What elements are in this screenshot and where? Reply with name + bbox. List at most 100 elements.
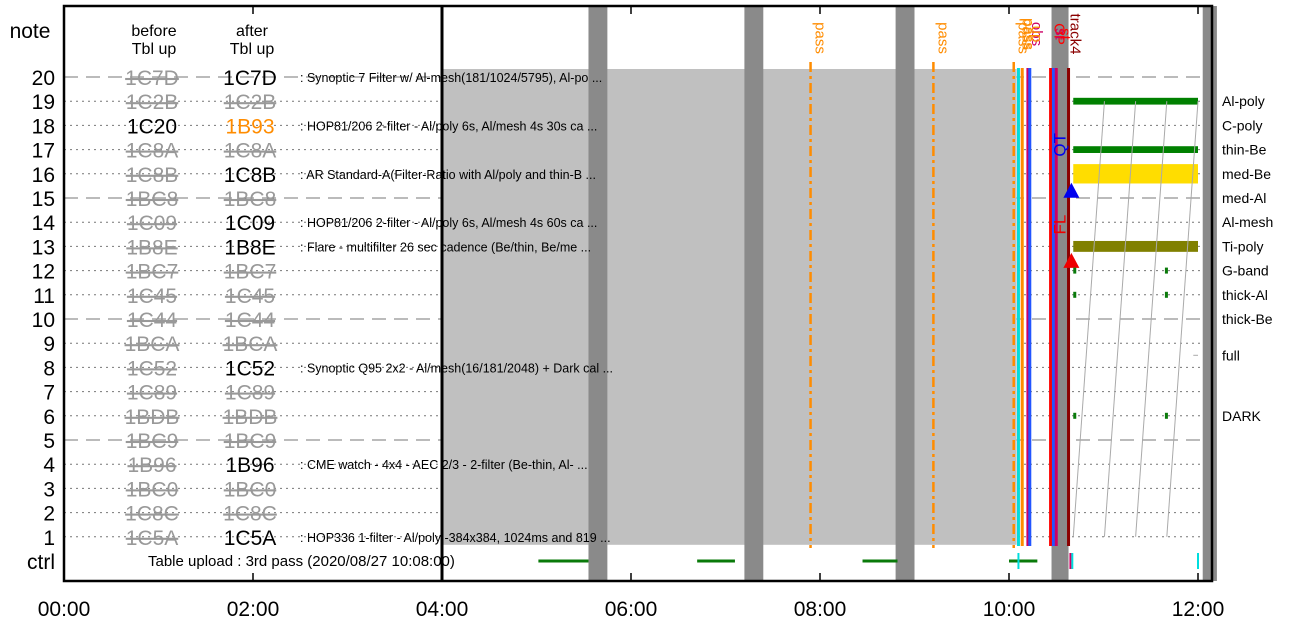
before-code: 1B96 [127,454,176,477]
filter-label: Al-poly [1222,93,1265,109]
sweep-line [1166,101,1199,537]
row-number: 5 [43,430,55,453]
event-label: OP [1051,23,1068,45]
x-tick-label: 04:00 [416,598,469,621]
after-code: 1C8A [224,140,277,163]
filter-label: med-Be [1222,166,1271,182]
before-code: 1C8A [126,140,179,163]
filter-tick [1073,412,1077,419]
sweep-line [1103,101,1137,537]
before-code: 1BDB [125,406,180,429]
after-code: 1BC0 [224,478,277,501]
before-code: 1BC8 [126,188,179,211]
filter-label: C-poly [1222,117,1262,133]
pass-label: pass [934,22,951,54]
before-code: 1C8C [125,503,179,526]
gray-blocks [440,6,1217,581]
pass-label: pass [1015,22,1032,54]
filter-label: Ti-poly [1222,238,1264,254]
after-code: 1BCA [223,333,278,356]
after-code: 1C8B [224,164,277,187]
row-number: 7 [43,382,55,405]
row-description: : Synoptic 7 Filter w/ Al-mesh(181/1024/… [300,71,602,85]
filter-label: full [1222,347,1240,363]
filter-bar [1073,240,1198,252]
filter-tick [1073,291,1077,298]
after-header: after [236,23,269,40]
filter-bar [1073,164,1198,184]
row-number: 11 [33,285,55,308]
gray-bar [588,6,608,581]
after-code: 1C89 [225,382,275,405]
row-number: 2 [43,503,55,526]
row-description: : Synoptic Q95 2x2 - Al/mesh(16/181/2048… [300,361,613,375]
event-label: track4 [1067,14,1084,55]
row-description: : AR Standard-A(Filter-Ratio with Al/pol… [300,168,596,182]
row-number: 4 [43,454,55,477]
event-label: obs [1028,22,1045,46]
row-number: 9 [43,333,55,356]
before-header: before [131,23,176,40]
after-code: 1C2B [224,91,277,114]
event-label: pass [1018,18,1035,50]
row-number: 8 [43,357,55,380]
row-number: 14 [32,212,56,235]
x-tick-label: 02:00 [227,598,280,621]
gray-bar [744,6,764,581]
gray-block [442,69,1017,545]
row-description: : HOP81/206 2-filter - Al/poly 6s, Al/me… [300,216,597,230]
x-tick-label: 00:00 [38,598,91,621]
row-number: 10 [32,309,55,332]
before-code: 1C8B [126,164,179,187]
row-description: : Flare - multifilter 26 sec cadence (Be… [300,240,591,254]
sweep-line [1072,101,1105,537]
event-label: st [1056,28,1073,41]
before-code: 1BC0 [126,478,179,501]
row-number: 16 [32,164,55,187]
before-code: 1C20 [127,115,177,138]
marker-label: QT [1050,133,1069,157]
before-header: Tbl up [132,41,177,58]
row-number: 6 [43,406,55,429]
before-code: 1C5A [126,527,179,550]
filter-tick [1164,291,1168,298]
before-code: 1C44 [127,309,178,332]
sweep-line [1135,101,1168,537]
filter-label: G-band [1222,263,1269,279]
after-header: Tbl up [230,41,275,58]
event-marker [1063,182,1080,198]
filter-label: thick-Be [1222,311,1273,327]
gray-bar [1202,6,1217,581]
before-code: 1C2B [126,91,179,114]
before-code: 1C45 [127,285,177,308]
row-number: 13 [32,236,55,259]
gray-bar [895,6,915,581]
filter-label: med-Al [1222,190,1266,206]
row-number: 1 [43,527,55,550]
after-code: 1B8E [224,236,275,259]
before-code: 1B8E [126,236,177,259]
after-code: 1BC7 [224,261,277,284]
filter-label: DARK [1222,408,1262,424]
filter-label: Al-mesh [1222,214,1273,230]
row-number: 19 [32,91,55,114]
after-code: 1C5A [224,527,277,550]
before-code: 1BC9 [126,430,179,453]
note-header: note [10,20,51,43]
x-tick-label: 06:00 [605,598,658,621]
x-tick-label: 08:00 [794,598,847,621]
after-code: 1C09 [225,212,275,235]
filter-bar [1073,146,1198,153]
event-label: up [1028,26,1045,43]
after-code: 1C8C [223,503,277,526]
after-code: 1BC8 [224,188,277,211]
filter-label: thin-Be [1222,142,1267,158]
row-description: : HOP81/206 2-filter - Al/poly 6s, Al/me… [300,119,597,133]
filter-tick [1164,267,1168,274]
after-code: 1C7D [223,67,277,90]
row-number: 17 [32,140,55,163]
plot-frame [62,4,1214,583]
pass-label: pass [812,22,829,54]
